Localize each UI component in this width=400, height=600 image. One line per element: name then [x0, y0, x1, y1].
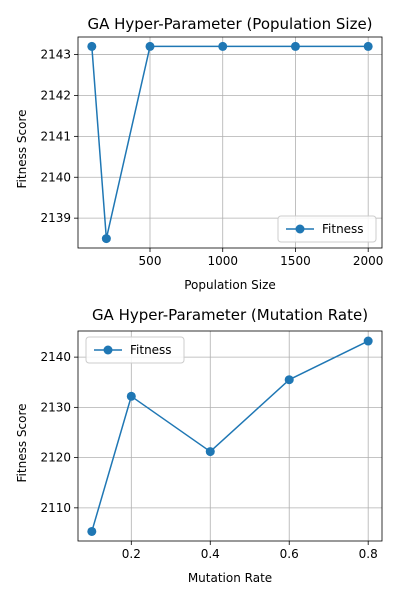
y-tick-label: 2110: [40, 501, 71, 515]
y-tick-label: 2120: [40, 451, 71, 465]
y-tick-label: 2139: [40, 211, 71, 225]
data-point: [87, 41, 97, 51]
axes-frame: [77, 36, 383, 249]
y-axis-label: Fitness Score: [15, 110, 29, 189]
data-point: [363, 41, 373, 51]
y-tick-label: 2140: [40, 170, 71, 184]
chart-title: GA Hyper-Parameter (Mutation Rate): [92, 306, 368, 324]
x-tick-label: 1500: [280, 254, 311, 268]
y-tick-label: 2143: [40, 48, 71, 62]
x-axis-label: Mutation Rate: [188, 571, 272, 585]
legend-marker: [103, 345, 113, 355]
x-axis-label: Population Size: [184, 278, 276, 292]
data-point: [126, 391, 136, 401]
x-tick-label: 1000: [207, 254, 238, 268]
x-tick-label: 0.6: [280, 547, 299, 561]
x-tick-label: 2000: [353, 254, 384, 268]
legend-box: [85, 336, 185, 364]
data-point: [101, 234, 111, 244]
legend-label: Fitness: [130, 343, 172, 357]
x-tick-label: 500: [139, 254, 162, 268]
x-tick-label: 0.4: [201, 547, 220, 561]
data-point: [284, 375, 294, 385]
axes-frame: [77, 330, 383, 542]
data-point: [87, 526, 97, 536]
y-tick-label: 2140: [40, 350, 71, 364]
x-tick-label: 0.8: [359, 547, 378, 561]
x-tick-label: 0.2: [122, 547, 141, 561]
legend-marker: [295, 224, 305, 234]
legend-box: [277, 215, 377, 243]
y-tick-label: 2130: [40, 400, 71, 414]
chart-title: GA Hyper-Parameter (Population Size): [87, 15, 372, 33]
data-point: [145, 41, 155, 51]
legend-label: Fitness: [322, 222, 364, 236]
y-tick-label: 2141: [40, 129, 71, 143]
chart-population-size: GA Hyper-Parameter (Population Size) Pop…: [15, 15, 383, 292]
series-line: [91, 340, 369, 532]
y-tick-label: 2142: [40, 88, 71, 102]
data-point: [205, 447, 215, 457]
data-point: [218, 41, 228, 51]
legend: Fitness: [85, 336, 185, 364]
data-point: [363, 336, 373, 346]
y-axis-label: Fitness Score: [15, 404, 29, 483]
legend: Fitness: [277, 215, 377, 243]
series-line: [91, 45, 369, 240]
data-point: [290, 41, 300, 51]
chart-mutation-rate: GA Hyper-Parameter (Mutation Rate) Mutat…: [15, 306, 383, 585]
